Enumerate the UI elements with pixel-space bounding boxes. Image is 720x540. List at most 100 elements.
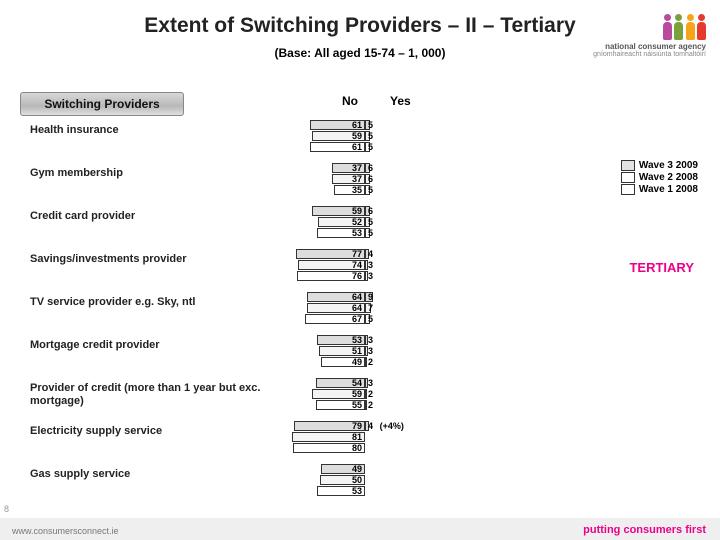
slide-footer: www.consumersconnect.ie putting consumer…: [0, 518, 720, 540]
bar-value: 5: [368, 120, 373, 130]
bar-yes: 5: [365, 185, 370, 195]
bar-no: 59: [312, 131, 365, 141]
bar-yes: 2: [365, 400, 367, 410]
bar-no: 53: [317, 486, 365, 496]
bar-yes: 3: [365, 378, 368, 388]
chart-row: Mortgage credit provider533513492: [30, 335, 690, 376]
chart-row: Provider of credit (more than 1 year but…: [30, 378, 690, 419]
chart-row: Savings/investments provider774743763: [30, 249, 690, 290]
logo-person-icon: [697, 22, 706, 40]
agency-logo: national consumer agency gníomhaireacht …: [591, 22, 706, 58]
bar-yes: 3: [365, 260, 368, 270]
bar-yes: 5: [365, 142, 370, 152]
logo-text-en: national consumer agency: [591, 42, 706, 51]
bar-value: 3: [368, 346, 373, 356]
bar-value: 61: [352, 120, 362, 130]
bar-value: 64: [352, 303, 362, 313]
bar-value: 3: [368, 260, 373, 270]
legend-swatch: [621, 172, 635, 183]
bar-value: 59: [352, 206, 362, 216]
bar-value: 59: [352, 131, 362, 141]
tertiary-tag: TERTIARY: [629, 260, 694, 275]
bar-value: 2: [368, 389, 373, 399]
bar-value: 7: [368, 303, 373, 313]
row-label: Provider of credit (more than 1 year but…: [30, 382, 280, 407]
bar-value: 61: [352, 142, 362, 152]
bar-yes: 5: [365, 131, 370, 141]
bar-no: 64: [307, 292, 365, 302]
page-number: 8: [4, 504, 9, 514]
bar-no: 49: [321, 464, 365, 474]
bar-no: 51: [319, 346, 365, 356]
bar-value: 5: [368, 314, 373, 324]
bar-no: 64: [307, 303, 365, 313]
bar-yes: 2: [365, 357, 367, 367]
bar-value: 37: [352, 174, 362, 184]
chart-row: Gas supply service495053: [30, 464, 690, 505]
row-label: Gas supply service: [30, 468, 280, 481]
bar-value: 35: [352, 185, 362, 195]
bar-value: 53: [352, 228, 362, 238]
bar-no: 77: [296, 249, 365, 259]
legend-label: Wave 3 2009: [639, 160, 698, 171]
legend-label: Wave 1 2008: [639, 184, 698, 195]
chart-row: Electricity supply service794(+4%)8180: [30, 421, 690, 462]
logo-person-icon: [674, 22, 683, 40]
bar-value: 51: [352, 346, 362, 356]
bar-annotation: (+4%): [380, 421, 404, 431]
bar-no: 55: [316, 400, 366, 410]
slide-root: Extent of Switching Providers – II – Ter…: [0, 0, 720, 540]
chart-row: Health insurance615595615: [30, 120, 690, 161]
bar-value: 77: [352, 249, 362, 259]
bar-yes: 6: [365, 206, 370, 216]
bar-value: 37: [352, 163, 362, 173]
bar-value: 3: [368, 378, 373, 388]
bar-value: 2: [368, 400, 373, 410]
row-label: TV service provider e.g. Sky, ntl: [30, 296, 280, 309]
bar-yes: 2: [365, 389, 367, 399]
bar-no: 49: [321, 357, 365, 367]
bar-value: 67: [352, 314, 362, 324]
bar-value: 52: [352, 217, 362, 227]
bar-no: 61: [310, 120, 365, 130]
bar-value: 5: [368, 217, 373, 227]
logo-people: [591, 22, 706, 40]
bar-value: 55: [352, 400, 362, 410]
column-header-yes: Yes: [390, 94, 411, 108]
bar-yes: 5: [365, 228, 370, 238]
bar-value: 76: [352, 271, 362, 281]
bar-value: 6: [368, 174, 373, 184]
bar-value: 5: [368, 228, 373, 238]
bar-yes: 5: [365, 314, 370, 324]
bar-value: 6: [368, 163, 373, 173]
bar-value: 80: [352, 443, 362, 453]
legend-item: Wave 2 2008: [621, 172, 698, 184]
bar-no: 52: [318, 217, 365, 227]
row-label: Mortgage credit provider: [30, 339, 280, 352]
legend-item: Wave 3 2009: [621, 160, 698, 172]
legend-label: Wave 2 2008: [639, 172, 698, 183]
bar-yes: 6: [365, 163, 370, 173]
bar-value: 6: [368, 206, 373, 216]
bar-value: 3: [368, 271, 373, 281]
bar-no: 37: [332, 163, 365, 173]
bar-yes: 7: [365, 303, 371, 313]
legend-swatch: [621, 160, 635, 171]
bar-no: 79: [294, 421, 365, 431]
bar-yes: 9: [365, 292, 373, 302]
bar-value: 4: [368, 421, 373, 431]
bar-no: 37: [332, 174, 365, 184]
bar-no: 53: [317, 228, 365, 238]
bar-no: 80: [293, 443, 365, 453]
bar-yes: 3: [365, 271, 368, 281]
legend-swatch: [621, 184, 635, 195]
bar-yes: 3: [365, 335, 368, 345]
logo-text-ga: gníomhaireacht náisiúnta tomhaltóirí: [591, 51, 706, 58]
row-label: Savings/investments provider: [30, 253, 280, 266]
bar-value: 3: [368, 335, 373, 345]
row-label: Health insurance: [30, 124, 280, 137]
bar-value: 81: [352, 432, 362, 442]
row-label: Credit card provider: [30, 210, 280, 223]
tagline-suffix: first: [682, 524, 706, 536]
bar-value: 49: [352, 357, 362, 367]
